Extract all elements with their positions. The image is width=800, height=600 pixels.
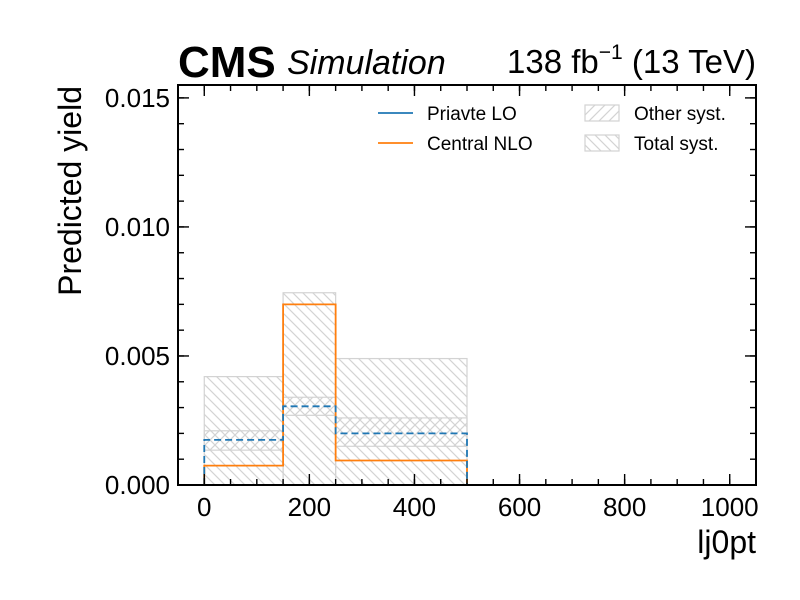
simulation-label: Simulation	[287, 44, 446, 82]
series-line-1	[203, 303, 468, 485]
energy-label: (13 TeV)	[623, 43, 756, 80]
x-tick-label: 600	[498, 492, 541, 522]
experiment-label: CMS	[178, 38, 276, 87]
band-1-bin-1	[282, 292, 337, 485]
legend-swatch-band-1	[584, 134, 620, 152]
x-tick-label: 200	[288, 492, 331, 522]
legend-label-series-1: Central NLO	[427, 134, 533, 155]
legend: Priavte LO Central NLO Other syst. Total sy…	[378, 104, 726, 155]
y-tick-label: 0.005	[105, 341, 170, 371]
x-tick-label: 800	[603, 492, 646, 522]
axis-ticks	[177, 85, 757, 486]
x-tick-label: 1000	[701, 492, 759, 522]
series-line-0	[203, 405, 468, 485]
legend-swatch-band-0	[584, 104, 620, 122]
tick-labels: 0 200 400 600 800 1000 0.000 0.005 0.010 0.015	[105, 83, 759, 522]
legend-label-band-0: Other syst.	[634, 104, 726, 125]
lumi-exponent: −1	[599, 41, 623, 64]
lumi-value: 138 fb	[507, 43, 599, 80]
x-tick-label: 0	[197, 492, 211, 522]
luminosity-label: 138 fb−1 (13 TeV)	[507, 41, 756, 80]
y-tick-label: 0.000	[105, 470, 170, 500]
x-axis-title: lj0pt	[697, 524, 756, 560]
legend-label-series-0: Priavte LO	[427, 104, 517, 125]
y-tick-label: 0.010	[105, 212, 170, 242]
band-1-bin-0	[203, 376, 284, 485]
band-1-bin-2	[335, 357, 468, 485]
y-tick-label: 0.015	[105, 83, 170, 113]
legend-label-band-1: Total syst.	[634, 134, 718, 155]
x-tick-label: 400	[393, 492, 436, 522]
histogram-series	[203, 303, 468, 485]
y-axis-title: Predicted yield	[52, 86, 88, 296]
